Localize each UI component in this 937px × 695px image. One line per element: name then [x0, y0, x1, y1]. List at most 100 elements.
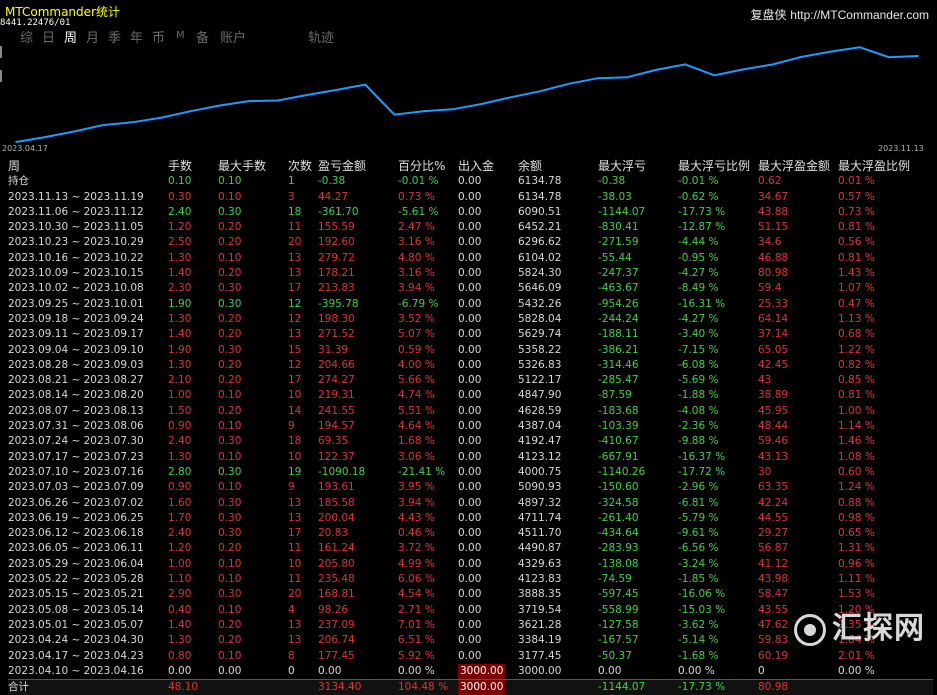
table-row[interactable]: 2023.09.18 ~ 2023.09.24 1.30 0.20 12 198.30 3… [8, 312, 933, 327]
tab-8[interactable]: 备 [196, 31, 210, 46]
cell-pnl: 237.09 [318, 618, 355, 631]
cell-deposit: 0.00 [458, 603, 482, 616]
table-row[interactable]: 2023.07.03 ~ 2023.07.09 0.90 0.10 9 193.61 3.… [8, 480, 933, 495]
header-lots[interactable]: 手数 [168, 159, 193, 173]
cell-max-float-profit-pct: 1.00 % [838, 404, 875, 417]
tab-10[interactable]: 轨迹 [308, 31, 335, 46]
header-max-float-profit-pct[interactable]: 最大浮盈比例 [838, 159, 911, 173]
cell-max-float-profit-pct: 1.22 % [838, 343, 875, 356]
cell-count: 13 [288, 251, 302, 264]
table-row[interactable]: 2023.06.19 ~ 2023.06.25 1.70 0.30 13 200.04 4… [8, 511, 933, 526]
table-row[interactable]: 2023.08.28 ~ 2023.09.03 1.30 0.20 12 204.66 4… [8, 358, 933, 373]
cell-max-lots: 0.30 [218, 282, 242, 295]
brand-site-link[interactable]: http://MTCommander.com [790, 8, 929, 22]
total-deposit: 3000.00 [458, 680, 506, 695]
table-row[interactable]: 2023.11.06 ~ 2023.11.12 2.40 0.30 18 -361.70… [8, 205, 933, 220]
cell-week: 2023.06.12 ~ 2023.06.18 [8, 527, 144, 540]
header-max-float-loss[interactable]: 最大浮亏 [598, 159, 647, 173]
cell-deposit: 0.00 [458, 634, 482, 647]
cell-max-lots: 0.30 [218, 496, 242, 509]
table-row[interactable]: 2023.10.16 ~ 2023.10.22 1.30 0.10 13 279.72 4… [8, 251, 933, 266]
cell-deposit: 0.00 [458, 328, 482, 341]
table-row[interactable]: 2023.11.13 ~ 2023.11.19 0.30 0.10 3 44.27 0.7… [8, 190, 933, 205]
table-row[interactable]: 2023.07.24 ~ 2023.07.30 2.40 0.30 18 69.35 1.… [8, 434, 933, 449]
cell-lots: 0.90 [168, 481, 192, 494]
table-row[interactable]: 2023.09.04 ~ 2023.09.10 1.90 0.30 15 31.39 0.… [8, 343, 933, 358]
header-balance[interactable]: 余额 [518, 159, 543, 173]
cell-max-float-loss-pct: -0.62 % [678, 190, 719, 203]
cell-lots: 1.20 [168, 542, 192, 555]
tab-5[interactable]: 年 [130, 31, 144, 46]
table-row[interactable]: 持仓 0.10 0.10 1 -0.38 -0.01 % 0.00 6134.78 -0.38 -… [8, 174, 933, 189]
tab-0[interactable]: 综 [20, 31, 34, 46]
table-row[interactable]: 2023.07.31 ~ 2023.08.06 0.90 0.10 9 194.57 4.… [8, 419, 933, 434]
table-row[interactable]: 2023.10.09 ~ 2023.10.15 1.40 0.20 13 178.21 3… [8, 266, 933, 281]
tab-7[interactable]: M [176, 30, 185, 41]
table-row[interactable]: 2023.08.21 ~ 2023.08.27 2.10 0.20 17 274.27 5… [8, 373, 933, 388]
cell-pnl: 31.39 [318, 343, 349, 356]
table-row[interactable]: 2023.04.10 ~ 2023.04.16 0.00 0.00 0 0.00 0.00… [8, 663, 933, 679]
tab-3[interactable]: 月 [86, 31, 100, 46]
equity-point [73, 130, 75, 133]
cell-week: 2023.11.13 ~ 2023.11.19 [8, 190, 144, 203]
cell-max-float-profit: 45.95 [758, 404, 789, 417]
table-row[interactable]: 2023.05.22 ~ 2023.05.28 1.10 0.10 11 235.48 6… [8, 572, 933, 587]
header-pct[interactable]: 百分比% [398, 159, 446, 173]
cell-count: 18 [288, 435, 302, 448]
cell-max-float-loss-pct: -8.49 % [678, 282, 719, 295]
cell-balance: 6296.62 [518, 236, 562, 249]
header-pnl[interactable]: 盈亏金额 [318, 159, 367, 173]
cell-max-float-profit: 43.13 [758, 450, 789, 463]
table-row[interactable]: 2023.05.08 ~ 2023.05.14 0.40 0.10 4 98.26 2.7… [8, 603, 933, 618]
chart-left-marker [0, 46, 2, 58]
cell-max-float-profit-pct: 0.88 % [838, 496, 875, 509]
cell-week: 2023.07.24 ~ 2023.07.30 [8, 435, 144, 448]
cell-lots: 1.30 [168, 251, 192, 264]
tab-9[interactable]: 账户 [220, 31, 247, 46]
header-count[interactable]: 次数 [288, 159, 313, 173]
table-row[interactable]: 2023.06.05 ~ 2023.06.11 1.20 0.20 11 161.24 3… [8, 541, 933, 556]
cell-pct: 5.92 % [398, 649, 435, 662]
table-row[interactable]: 2023.05.01 ~ 2023.05.07 1.40 0.20 13 237.09 7… [8, 618, 933, 633]
header-week[interactable]: 周 [8, 159, 21, 173]
table-row[interactable]: 2023.10.23 ~ 2023.10.29 2.50 0.20 20 192.60 3… [8, 235, 933, 250]
cell-balance: 3621.28 [518, 618, 562, 631]
cell-week: 2023.08.07 ~ 2023.08.13 [8, 404, 144, 417]
header-max-float-profit[interactable]: 最大浮盈金额 [758, 159, 831, 173]
cell-lots: 1.90 [168, 297, 192, 310]
cell-lots: 0.40 [168, 603, 192, 616]
table-row[interactable]: 2023.07.17 ~ 2023.07.23 1.30 0.10 10 122.37 3… [8, 450, 933, 465]
cell-lots: 2.40 [168, 205, 192, 218]
header-max-lots[interactable]: 最大手数 [218, 159, 267, 173]
header-deposit[interactable]: 出入金 [458, 159, 495, 173]
cell-pnl: 213.83 [318, 282, 355, 295]
table-row[interactable]: 2023.04.24 ~ 2023.04.30 1.30 0.20 13 206.74 6… [8, 633, 933, 648]
cell-max-float-loss-pct: -3.40 % [678, 328, 719, 341]
cell-max-float-loss: -247.37 [598, 267, 639, 280]
tab-6[interactable]: 币 [152, 31, 166, 46]
tab-1[interactable]: 日 [42, 31, 56, 46]
table-row[interactable]: 2023.05.15 ~ 2023.05.21 2.90 0.30 20 168.81 4… [8, 587, 933, 602]
cell-max-float-loss: -830.41 [598, 221, 639, 234]
table-row[interactable]: 2023.10.30 ~ 2023.11.05 1.20 0.20 11 155.59 2… [8, 220, 933, 235]
cell-pnl: 206.74 [318, 634, 355, 647]
table-row[interactable]: 2023.09.25 ~ 2023.10.01 1.90 0.30 12 -395.78… [8, 297, 933, 312]
cell-pnl: 205.80 [318, 557, 355, 570]
table-row[interactable]: 2023.06.26 ~ 2023.07.02 1.60 0.30 13 185.58 3… [8, 496, 933, 511]
tab-2[interactable]: 周 [64, 31, 78, 46]
header-max-float-loss-pct[interactable]: 最大浮亏比例 [678, 159, 751, 173]
table-row[interactable]: 2023.08.14 ~ 2023.08.20 1.00 0.10 10 219.31 4… [8, 388, 933, 403]
cell-max-float-loss-pct: -5.79 % [678, 511, 719, 524]
table-row[interactable]: 2023.08.07 ~ 2023.08.13 1.50 0.20 14 241.55 5… [8, 404, 933, 419]
cell-deposit: 0.00 [458, 557, 482, 570]
tab-4[interactable]: 季 [108, 31, 122, 46]
table-row[interactable]: 2023.07.10 ~ 2023.07.16 2.80 0.30 19 -1090.1… [8, 465, 933, 480]
equity-point [160, 116, 163, 119]
table-row[interactable]: 2023.10.02 ~ 2023.10.08 2.30 0.30 17 213.83 3… [8, 281, 933, 296]
table-row[interactable]: 2023.04.17 ~ 2023.04.23 0.80 0.10 8 177.45 5.… [8, 649, 933, 664]
cell-max-float-loss: -38.03 [598, 190, 632, 203]
table-row[interactable]: 2023.05.29 ~ 2023.06.04 1.00 0.10 10 205.80 4… [8, 557, 933, 572]
table-row[interactable]: 2023.06.12 ~ 2023.06.18 2.40 0.30 17 20.83 0.… [8, 526, 933, 541]
equity-point [131, 121, 134, 124]
table-row[interactable]: 2023.09.11 ~ 2023.09.17 1.40 0.20 13 271.52 5… [8, 327, 933, 342]
